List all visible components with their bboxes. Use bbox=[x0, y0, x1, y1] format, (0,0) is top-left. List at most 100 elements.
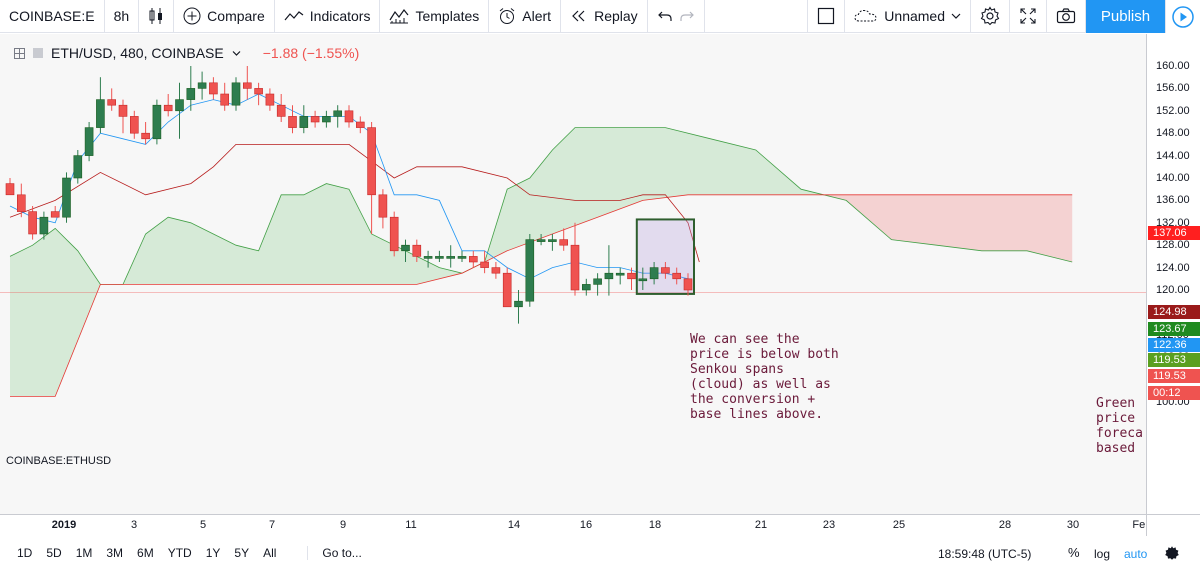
price-tick-label: 120.00 bbox=[1156, 284, 1190, 296]
range-button-1y[interactable]: 1Y bbox=[205, 546, 221, 560]
percent-scale-toggle[interactable]: % bbox=[1068, 545, 1080, 560]
timezone-clock[interactable]: 18:59:48 (UTC-5) bbox=[938, 547, 1032, 561]
collapse-legend-icon[interactable] bbox=[14, 47, 25, 59]
indicators-button[interactable]: Indicators bbox=[275, 0, 381, 33]
candle bbox=[209, 82, 218, 95]
price-badge: 119.53 bbox=[1148, 369, 1200, 383]
price-badge: 137.06 bbox=[1148, 226, 1200, 240]
range-button-3m[interactable]: 3M bbox=[106, 546, 124, 560]
price-tick-label: 148.00 bbox=[1156, 127, 1190, 140]
candle bbox=[672, 272, 682, 280]
candle bbox=[683, 278, 693, 291]
snapshot-button[interactable] bbox=[1047, 0, 1086, 33]
candle bbox=[333, 110, 343, 117]
annotation-text-side[interactable]: Green price foreca based bbox=[1096, 396, 1143, 456]
candle bbox=[276, 104, 286, 117]
candle bbox=[344, 110, 354, 123]
go-to-date-button[interactable]: Go to... bbox=[307, 546, 362, 560]
replay-label: Replay bbox=[594, 8, 638, 24]
settings-button[interactable] bbox=[971, 0, 1010, 33]
publish-button[interactable]: Publish bbox=[1086, 0, 1165, 33]
chevron-down-icon bbox=[951, 13, 961, 19]
fullscreen-button[interactable] bbox=[1010, 0, 1047, 33]
price-badge: 124.98 bbox=[1148, 305, 1200, 319]
candle bbox=[581, 284, 591, 291]
log-scale-toggle[interactable]: log bbox=[1094, 547, 1111, 561]
candle bbox=[141, 132, 150, 140]
range-button-1m[interactable]: 1M bbox=[75, 546, 93, 560]
candle bbox=[661, 267, 670, 274]
symbol-search-button[interactable]: COINBASE:E bbox=[0, 0, 105, 33]
price-tick-label: 132.00 bbox=[1156, 216, 1190, 229]
candle bbox=[243, 82, 252, 89]
templates-button[interactable]: Templates bbox=[380, 0, 490, 33]
range-button-all[interactable]: All bbox=[263, 546, 277, 560]
candle bbox=[412, 244, 422, 257]
chart-pane[interactable] bbox=[0, 34, 1146, 514]
annotation-text[interactable]: We can see the price is below both Senko… bbox=[690, 332, 839, 422]
camera-icon bbox=[1056, 8, 1076, 24]
interval-button[interactable]: 8h bbox=[105, 0, 140, 33]
replay-button[interactable]: Replay bbox=[561, 0, 648, 33]
time-tick-label: 2019 bbox=[51, 519, 77, 531]
time-tick-label: 25 bbox=[892, 519, 906, 531]
price-badge: 119.53 bbox=[1148, 353, 1200, 367]
candle bbox=[491, 267, 501, 274]
ichimoku-cloud bbox=[823, 194, 1073, 262]
candle bbox=[62, 177, 71, 218]
candle bbox=[299, 116, 309, 128]
price-tick-label: 156.00 bbox=[1156, 82, 1190, 95]
redo-icon[interactable] bbox=[679, 9, 695, 23]
price-badge: 122.36 bbox=[1148, 338, 1200, 352]
candle bbox=[604, 272, 614, 280]
range-button-1d[interactable]: 1D bbox=[17, 546, 33, 560]
candle bbox=[468, 256, 478, 263]
price-badge: 123.67 bbox=[1148, 322, 1200, 336]
interval-label: 8h bbox=[113, 8, 130, 24]
candle bbox=[525, 239, 535, 302]
candle bbox=[50, 211, 60, 218]
range-button-6m[interactable]: 6M bbox=[137, 546, 154, 560]
series-title[interactable]: ETH/USD, 480, COINBASE bbox=[51, 45, 224, 61]
undo-icon[interactable] bbox=[657, 9, 673, 23]
play-circle-icon bbox=[1172, 5, 1194, 28]
price-tick-label: 124.00 bbox=[1156, 261, 1190, 274]
candle bbox=[389, 216, 399, 252]
price-axis[interactable]: 160.00 156.00 152.00 148.00 144.00 140.00 136.… bbox=[1146, 34, 1200, 514]
layout-name: Unnamed bbox=[884, 8, 945, 24]
alert-label: Alert bbox=[522, 8, 552, 24]
alert-button[interactable]: Alert bbox=[489, 0, 562, 33]
time-tick-label: 7 bbox=[268, 519, 276, 531]
auto-scale-toggle[interactable]: auto bbox=[1124, 547, 1148, 561]
templates-icon bbox=[389, 9, 409, 24]
candle bbox=[175, 99, 184, 112]
range-button-5d[interactable]: 5D bbox=[46, 546, 62, 560]
chart-style-button[interactable] bbox=[139, 0, 175, 33]
play-button[interactable] bbox=[1165, 0, 1200, 33]
bottom-toolbar: 1D 5D 1M 3M 6M YTD 1Y 5Y All Go to... 18:59:48 (… bbox=[0, 537, 1200, 569]
time-tick-label: 9 bbox=[339, 519, 347, 531]
candle bbox=[197, 82, 207, 89]
candles-icon bbox=[149, 8, 163, 24]
indicators-icon bbox=[284, 11, 304, 21]
candle bbox=[570, 244, 580, 291]
candle bbox=[638, 278, 648, 282]
candle bbox=[536, 239, 546, 242]
fullscreen-toggle-button[interactable] bbox=[807, 0, 846, 33]
candle bbox=[446, 256, 456, 259]
gear-icon bbox=[980, 6, 1000, 26]
range-button-ytd[interactable]: YTD bbox=[167, 546, 192, 560]
candle bbox=[130, 116, 139, 134]
chevron-down-icon[interactable] bbox=[232, 50, 241, 57]
candle bbox=[288, 116, 297, 128]
range-button-5y[interactable]: 5Y bbox=[234, 546, 250, 560]
candle bbox=[457, 256, 467, 259]
time-tick-label: Fel bbox=[1132, 519, 1148, 531]
chart-canvas[interactable] bbox=[0, 34, 1146, 514]
layout-menu-button[interactable]: Unnamed bbox=[845, 0, 971, 33]
compare-button[interactable]: Compare bbox=[174, 0, 275, 33]
time-axis[interactable]: 2019 3 5 7 9 11 14 16 18 21 23 25 28 30 Fel bbox=[0, 514, 1148, 536]
time-tick-label: 23 bbox=[822, 519, 836, 531]
gear-icon[interactable] bbox=[1164, 545, 1180, 561]
candle bbox=[310, 116, 320, 123]
